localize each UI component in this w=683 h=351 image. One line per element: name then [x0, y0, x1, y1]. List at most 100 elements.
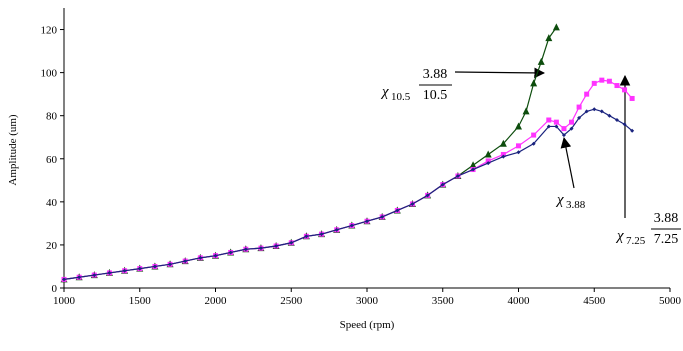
marker	[599, 77, 605, 83]
arrow	[560, 136, 575, 189]
marker	[92, 273, 97, 278]
marker	[228, 250, 233, 255]
y-tick-label: 40	[46, 197, 58, 209]
marker	[591, 80, 597, 86]
marker	[599, 109, 604, 114]
marker	[531, 141, 536, 146]
annotation: χ 10.5 3.88 10.5	[380, 67, 546, 103]
annotation-subscript: 7.25	[626, 235, 646, 247]
marker	[531, 132, 537, 138]
marker	[630, 128, 635, 133]
annotation-numerator: 3.88	[423, 67, 448, 82]
marker	[501, 154, 506, 159]
marker	[425, 193, 430, 198]
x-tick-label: 3500	[432, 295, 455, 307]
marker	[545, 34, 553, 42]
x-tick-label: 3000	[356, 295, 379, 307]
marker	[183, 259, 188, 264]
marker	[516, 143, 521, 149]
marker	[569, 126, 574, 131]
marker	[304, 234, 309, 239]
marker	[107, 270, 112, 275]
marker	[137, 266, 142, 271]
annotation-symbol: χ	[615, 228, 624, 244]
marker	[485, 158, 491, 164]
marker	[440, 182, 445, 187]
annotation: χ 3.88	[555, 136, 586, 211]
x-tick-label: 5000	[659, 295, 682, 307]
marker	[554, 124, 559, 129]
x-tick-label: 1000	[53, 295, 76, 307]
marker	[365, 219, 369, 224]
marker	[469, 161, 477, 169]
annotation-denominator: 10.5	[423, 88, 448, 103]
annotation-symbol: χ	[555, 192, 564, 208]
marker	[584, 109, 589, 114]
marker	[455, 174, 460, 178]
y-tick-label: 20	[46, 240, 58, 252]
marker	[629, 95, 635, 101]
marker	[471, 167, 476, 172]
marker	[569, 119, 575, 125]
marker	[622, 87, 628, 93]
series-line	[63, 79, 633, 280]
marker	[484, 150, 492, 158]
marker	[380, 214, 385, 219]
marker	[614, 118, 619, 122]
marker	[546, 124, 551, 129]
marker	[614, 83, 620, 89]
x-tick-label: 2500	[280, 295, 303, 307]
marker	[499, 139, 507, 147]
annotation-subscript: 3.88	[566, 199, 586, 211]
marker	[168, 262, 173, 267]
x-tick-label: 4000	[508, 295, 531, 307]
y-tick-label: 0	[52, 283, 58, 295]
annotation: χ 7.25 3.88 7.25	[615, 74, 681, 247]
marker	[334, 227, 339, 232]
y-axis-label: Amplitude (um)	[7, 114, 19, 186]
series-line	[63, 27, 557, 280]
annotation-denominator: 7.25	[654, 232, 679, 247]
marker	[561, 126, 567, 132]
marker	[289, 240, 294, 245]
series-line	[63, 108, 633, 280]
marker	[546, 117, 552, 123]
y-tick-label: 60	[46, 154, 58, 166]
marker	[500, 151, 506, 157]
marker	[553, 119, 559, 125]
annotation-subscript: 10.5	[391, 91, 411, 103]
marker	[522, 107, 530, 115]
marker	[606, 78, 612, 84]
marker	[213, 253, 218, 258]
marker	[537, 57, 545, 65]
y-tick-label: 80	[46, 111, 58, 123]
marker	[349, 223, 354, 228]
arrow	[454, 67, 546, 79]
marker	[274, 244, 279, 248]
marker	[243, 247, 248, 252]
marker	[486, 161, 491, 166]
marker	[592, 107, 597, 112]
marker	[577, 115, 582, 120]
marker	[152, 264, 157, 269]
marker	[122, 268, 127, 273]
marker	[319, 232, 324, 237]
x-tick-label: 4500	[583, 295, 606, 307]
marker	[561, 133, 566, 138]
x-tick-label: 2000	[205, 295, 228, 307]
marker	[515, 122, 522, 130]
marker	[552, 23, 560, 31]
x-tick-label: 1500	[129, 295, 152, 307]
marker	[516, 150, 521, 155]
marker	[622, 122, 627, 127]
x-axis-label: Speed (rpm)	[340, 319, 395, 331]
annotation-numerator: 3.88	[654, 211, 679, 226]
y-tick-label: 100	[41, 68, 58, 80]
marker	[576, 104, 582, 110]
y-tick-label: 120	[41, 25, 58, 37]
marker	[77, 275, 82, 280]
marker	[198, 255, 203, 260]
marker	[530, 79, 538, 87]
marker	[584, 91, 590, 97]
